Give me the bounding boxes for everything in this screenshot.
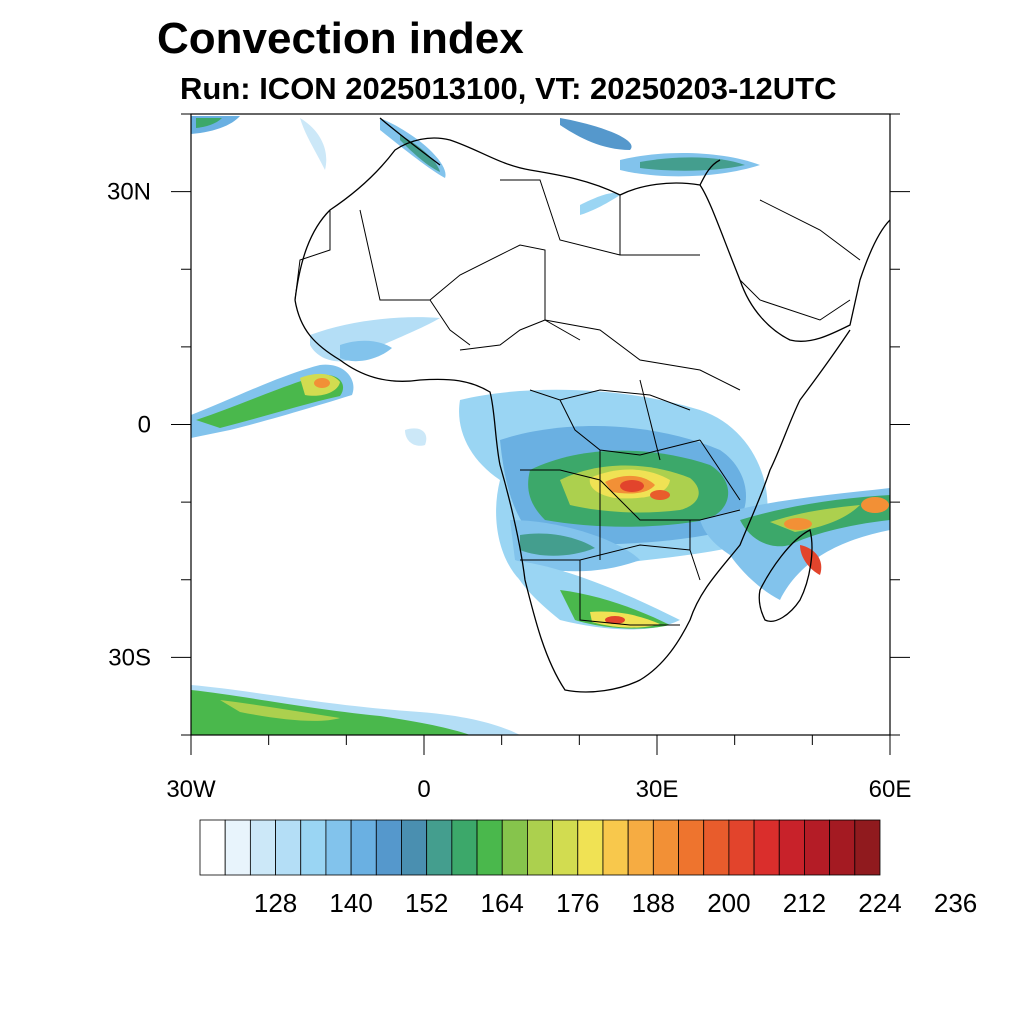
colorbar-swatch <box>829 819 856 876</box>
colorbar-swatch <box>224 819 251 876</box>
colorbar-label: 152 <box>405 888 448 918</box>
colorbar-swatch <box>804 819 831 876</box>
colorbar-label: 188 <box>632 888 675 918</box>
lon-tick-label: 30E <box>636 776 679 803</box>
map-title: Convection index <box>157 14 524 63</box>
colorbar: 128 140 152 164 176 188 200 212 224 236 <box>199 819 977 918</box>
colorbar-swatch <box>753 819 780 876</box>
colorbar-swatch <box>703 819 730 876</box>
colorbar-swatch <box>325 819 352 876</box>
colorbar-swatch <box>678 819 705 876</box>
colorbar-swatch <box>854 819 881 876</box>
colorbar-swatch <box>476 819 503 876</box>
colorbar-swatch <box>451 819 478 876</box>
colorbar-label: 140 <box>329 888 372 918</box>
lon-tick-label: 60E <box>869 776 912 803</box>
colorbar-swatch <box>350 819 377 876</box>
colorbar-label: 236 <box>934 888 977 918</box>
colorbar-swatch <box>275 819 302 876</box>
colorbar-swatch <box>778 819 805 876</box>
country-borders <box>294 179 861 626</box>
colorbar-swatch <box>375 819 402 876</box>
coastlines <box>294 117 890 693</box>
colorbar-swatch <box>426 819 453 876</box>
colorbar-swatch <box>728 819 755 876</box>
map-subtitle: Run: ICON 2025013100, VT: 20250203-12UTC <box>180 71 837 106</box>
axis-labels: 30W 0 30E 60E 30N 0 30S <box>107 179 911 803</box>
colorbar-label: 212 <box>783 888 826 918</box>
colorbar-swatch <box>577 819 604 876</box>
colorbar-swatch <box>527 819 553 876</box>
colorbar-swatch <box>652 819 679 876</box>
colorbar-swatch <box>602 819 629 876</box>
colorbar-label: 224 <box>858 888 901 918</box>
colorbar-swatch <box>199 819 226 876</box>
colorbar-swatch <box>300 819 327 876</box>
lon-tick-label: 30W <box>166 776 216 803</box>
colorbar-swatch <box>501 819 528 876</box>
lat-tick-label: 30S <box>108 644 151 671</box>
lat-tick-label: 0 <box>138 412 151 439</box>
colorbar-swatch <box>552 819 579 876</box>
lat-tick-label: 30N <box>107 179 151 206</box>
lon-tick-label: 0 <box>417 776 430 803</box>
colorbar-swatch <box>401 819 428 876</box>
colorbar-label: 164 <box>481 888 524 918</box>
colorbar-label: 200 <box>707 888 750 918</box>
colorbar-swatch <box>249 819 276 876</box>
convection-field <box>191 116 890 735</box>
map-area <box>191 116 890 735</box>
colorbar-label: 128 <box>254 888 297 918</box>
colorbar-label: 176 <box>556 888 599 918</box>
colorbar-swatch <box>627 819 654 876</box>
axis-ticks <box>171 113 910 755</box>
